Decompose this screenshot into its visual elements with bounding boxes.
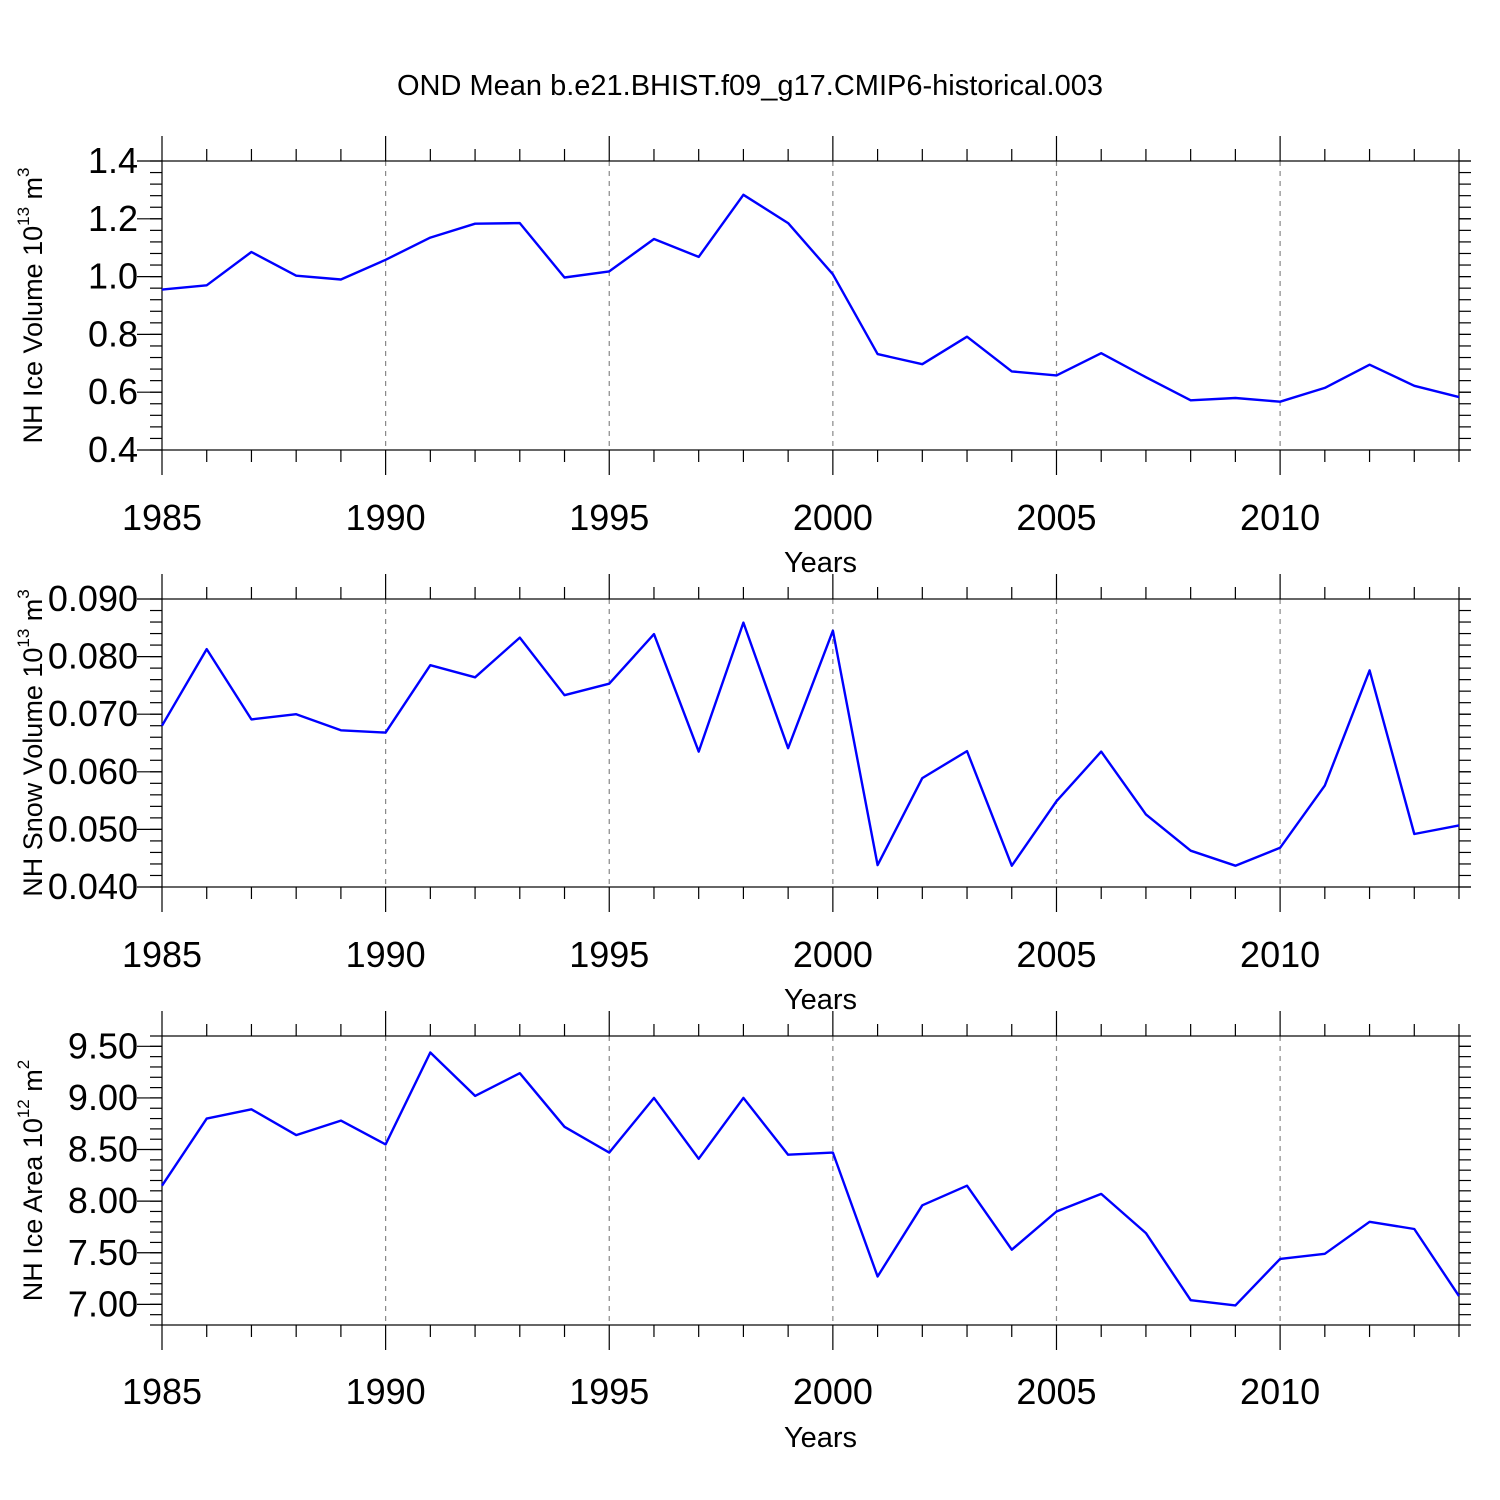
series-line [161, 1051, 1460, 1307]
x-tick-label: 1985 [122, 1371, 202, 1412]
y-axis-label-text: m [18, 599, 48, 629]
x-tick-label: 1995 [569, 934, 649, 975]
x-tick-label: 2005 [1016, 497, 1096, 538]
x-tick-label: 2005 [1016, 1371, 1096, 1412]
x-tick-label: 1985 [122, 497, 202, 538]
y-tick-label: 0.050 [48, 808, 138, 849]
x-axis-label: Years [784, 547, 857, 579]
y-tick-label: 9.00 [68, 1077, 138, 1118]
y-tick-label: 7.50 [68, 1232, 138, 1273]
y-axis-label: NH Snow Volume 1013 m3 [14, 589, 48, 897]
panel-1: 0.4 0.6 0.8 1.0 1.2 1.4 1985 1990 1995 2000 2005 20… [14, 136, 1471, 579]
y-tick-label: 7.00 [68, 1283, 138, 1324]
y-axis-label: NH Ice Area 1012 m2 [14, 1060, 48, 1301]
y-tick-label: 0.070 [48, 693, 138, 734]
y-axis-label-exponent: 3 [14, 168, 33, 177]
y-axis-label-exponent: 13 [14, 629, 33, 648]
x-tick-label: 1990 [346, 934, 426, 975]
panel-3: 7.00 7.50 8.00 8.50 9.00 9.50 1985 1990 1995 2000… [14, 1011, 1471, 1454]
y-tick-label: 1.2 [88, 198, 138, 239]
y-tick-label: 0.080 [48, 636, 138, 677]
x-tick-label: 2000 [793, 1371, 873, 1412]
y-axis-label-text: NH Snow Volume 10 [18, 648, 48, 897]
x-tick-label: 1995 [569, 1371, 649, 1412]
y-tick-label: 8.00 [68, 1180, 138, 1221]
y-axis-label-exponent: 12 [14, 1099, 33, 1118]
x-axis-label: Years [784, 1422, 857, 1454]
y-tick-label: 0.4 [88, 429, 138, 470]
y-tick-label: 1.4 [88, 140, 138, 181]
y-axis-label-text: NH Ice Volume 10 [18, 226, 48, 444]
y-axis-label-text: m [18, 1069, 48, 1099]
x-tick-label: 1995 [569, 497, 649, 538]
y-tick-label: 0.060 [48, 751, 138, 792]
y-axis-label-exponent: 2 [14, 1060, 33, 1069]
x-tick-label: 2010 [1240, 934, 1320, 975]
y-tick-label: 0.090 [48, 578, 138, 619]
x-tick-label: 1985 [122, 934, 202, 975]
y-tick-label: 8.50 [68, 1129, 138, 1170]
x-tick-label: 2000 [793, 934, 873, 975]
series-line [161, 193, 1460, 403]
x-tick-label: 2000 [793, 497, 873, 538]
x-tick-label: 2010 [1240, 497, 1320, 538]
y-tick-label: 1.0 [88, 256, 138, 297]
y-tick-label: 0.8 [88, 313, 138, 354]
y-tick-label: 9.50 [68, 1025, 138, 1066]
x-tick-label: 1990 [346, 497, 426, 538]
y-axis-label-exponent: 13 [14, 207, 33, 226]
y-axis-label-text: NH Ice Area 10 [18, 1118, 48, 1301]
plot-frame [161, 1035, 1460, 1326]
x-tick-label: 2005 [1016, 934, 1096, 975]
plot-frame [161, 598, 1460, 888]
series-line [160, 621, 1460, 867]
y-tick-label: 0.6 [88, 371, 138, 412]
y-axis-label: NH Ice Volume 1013 m3 [14, 168, 48, 444]
x-tick-label: 2010 [1240, 1371, 1320, 1412]
y-tick-label: 0.040 [48, 866, 138, 907]
figure-title: OND Mean b.e21.BHIST.f09_g17.CMIP6-histo… [396, 70, 1103, 102]
x-tick-label: 1990 [346, 1371, 426, 1412]
plot-frame [161, 160, 1460, 451]
panel-2: 0.040 0.050 0.060 0.070 0.080 0.090 1985 1990 19… [14, 574, 1471, 1016]
y-axis-label-text: m [18, 177, 48, 207]
y-axis-label-exponent: 3 [14, 589, 33, 598]
x-axis-label: Years [784, 984, 857, 1016]
